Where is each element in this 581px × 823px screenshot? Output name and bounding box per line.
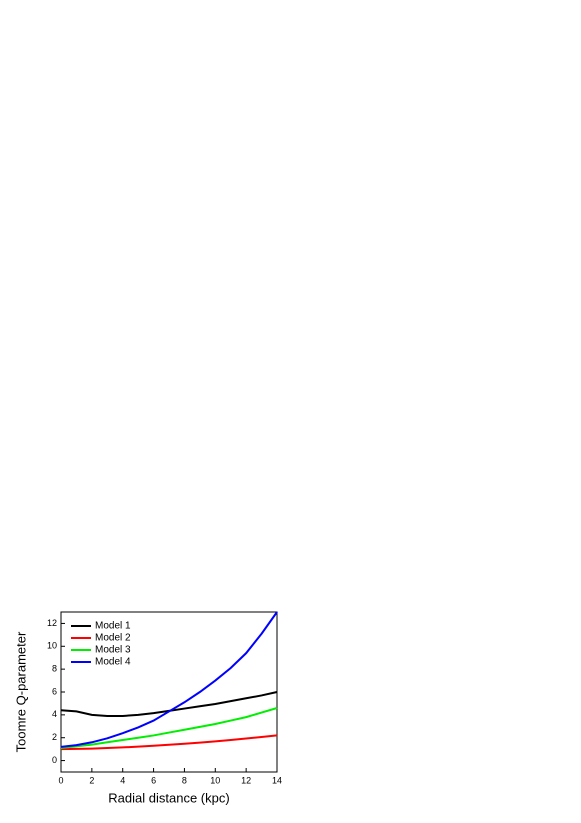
legend-label: Model 2 xyxy=(95,633,131,644)
y-tick-label: 6 xyxy=(52,686,57,696)
x-tick-label: 6 xyxy=(151,775,156,785)
x-tick-label: 14 xyxy=(272,775,282,785)
x-axis-label: Radial distance (kpc) xyxy=(108,790,229,805)
x-tick-label: 4 xyxy=(120,775,125,785)
y-tick-label: 10 xyxy=(47,641,57,651)
x-tick-label: 2 xyxy=(89,775,94,785)
series-line xyxy=(60,734,278,751)
y-tick-label: 2 xyxy=(52,732,57,742)
y-tick-label: 12 xyxy=(47,618,57,628)
x-tick-label: 0 xyxy=(58,775,63,785)
series-line xyxy=(60,611,278,748)
legend-label: Model 4 xyxy=(95,657,131,668)
series-line xyxy=(60,707,278,749)
legend-label: Model 3 xyxy=(95,645,131,656)
x-tick-label: 12 xyxy=(241,775,251,785)
y-tick-label: 4 xyxy=(52,709,57,719)
x-tick-label: 10 xyxy=(210,775,220,785)
y-axis-label: Toomre Q-parameter xyxy=(13,631,28,752)
legend-label: Model 1 xyxy=(95,621,131,632)
y-tick-label: 8 xyxy=(52,664,57,674)
y-tick-label: 0 xyxy=(52,755,57,765)
x-tick-label: 8 xyxy=(182,775,187,785)
